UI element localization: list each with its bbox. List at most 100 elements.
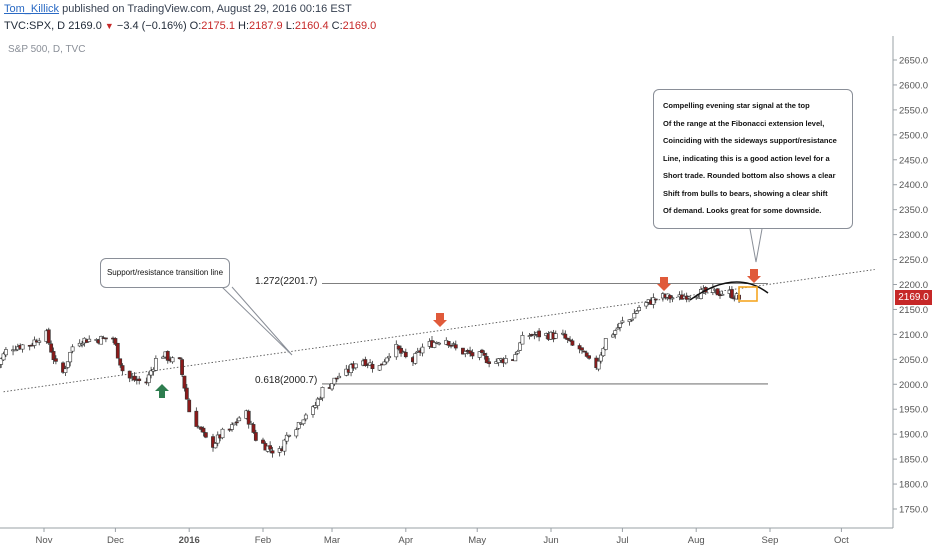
x-tick-label: Dec [107,535,124,546]
candle-body [399,347,403,354]
candle-body [177,357,182,360]
candle-body [251,424,256,433]
open-value: 2175.1 [201,20,235,32]
candle-body [461,347,465,355]
candle-body [587,355,591,359]
candle-body [37,340,42,343]
candle-body [182,375,187,389]
candle-body [61,362,65,373]
x-tick-label: 2016 [179,535,200,546]
candle-body [187,399,192,413]
candle-body [137,378,142,381]
candle-body [261,439,265,444]
chart-area[interactable]: 2650.0 2600.0 2550.0 2500.0 2450.0 2400.0 2350… [0,36,932,550]
candle-body [1,353,6,361]
y-tick-label: 2350.0 [899,205,928,216]
price-chart[interactable]: 2650.0 2600.0 2550.0 2500.0 2450.0 2400.0 2350… [0,36,932,550]
candle-body [220,428,225,439]
candle-body [63,368,68,373]
candle-body [13,349,18,352]
candle-body [311,406,315,415]
candle-body [482,353,487,356]
candle-body [268,445,273,450]
candle-body [120,365,125,372]
candle-body [215,434,220,444]
fib-0618-label: 0.618(2000.7) [255,375,318,386]
candle-body [601,348,606,357]
candle-body [370,363,375,370]
candle-body [561,332,565,335]
candle-body [520,335,525,345]
evening-star-highlight-box [738,286,758,302]
low-label: L: [285,20,295,32]
x-tick-label: Sep [762,535,779,546]
candle-body [165,351,170,361]
y-tick-label: 2650.0 [899,56,928,67]
candle-body [446,341,451,346]
candle-body [387,355,392,359]
candle-body [437,342,442,345]
candle-body [363,359,368,366]
x-tick-label: Aug [688,535,705,546]
candle-body [394,344,399,358]
high-label: H: [238,20,250,32]
candle-body [580,347,584,351]
candle-body [115,342,120,359]
candle-body [99,336,104,345]
candle-body [201,427,206,433]
candle-body [161,356,165,359]
y-tick-label: 2400.0 [899,180,928,191]
candle-body [532,334,537,337]
candle-body [477,351,482,358]
candle-body [480,349,484,353]
candle-body [634,310,639,314]
candle-body [432,342,437,348]
candle-body [720,293,725,296]
candle-body [715,288,720,296]
candle-body [46,329,51,344]
candle-body [337,375,342,379]
y-tick-label: 2500.0 [899,130,928,141]
x-tick-label: Jun [543,535,558,546]
candle-body [618,322,622,328]
candle-body [565,337,570,340]
candle-body [515,351,520,354]
callout-pointer [749,228,763,263]
support-callout-pointer [221,286,293,356]
candle-body [253,432,258,441]
x-tick-label: May [468,535,486,546]
close-value: 2169.0 [342,20,377,32]
x-tick-label: Oct [834,535,849,546]
candle-body [234,421,239,424]
candle-body [670,297,675,300]
candle-body [249,423,253,425]
y-tick-label: 2250.0 [899,255,928,266]
candle-body [687,296,691,299]
candle-body [65,361,70,368]
candle-body [668,295,672,300]
y-tick-label: 1750.0 [899,505,928,516]
callout-line: Of the range at the Fibonacci extension … [663,118,825,128]
chart-symbol-label: S&P 500, D, TVC [8,44,86,55]
candle-body [230,424,234,430]
candle-body [284,434,289,442]
candle-body [113,338,118,345]
candle-body [632,313,637,319]
candle-body [153,358,158,371]
candle-body [353,363,358,369]
down-arrow-july-icon [657,277,671,291]
y-tick-label: 2550.0 [899,105,928,116]
x-tick-label: Feb [255,535,271,546]
candle-body [282,439,287,452]
author-link[interactable]: Tom_Killick [4,3,60,15]
candle-body [320,387,325,399]
candle-body [577,345,582,350]
candle-body [613,330,618,335]
candle-body [32,339,37,346]
candle-body [563,333,568,339]
candle-body [470,352,475,357]
rounded-top-curve [689,281,769,301]
candle-body [49,343,54,353]
down-arrow-icon: ▼ [104,21,114,31]
candle-body [232,422,237,426]
